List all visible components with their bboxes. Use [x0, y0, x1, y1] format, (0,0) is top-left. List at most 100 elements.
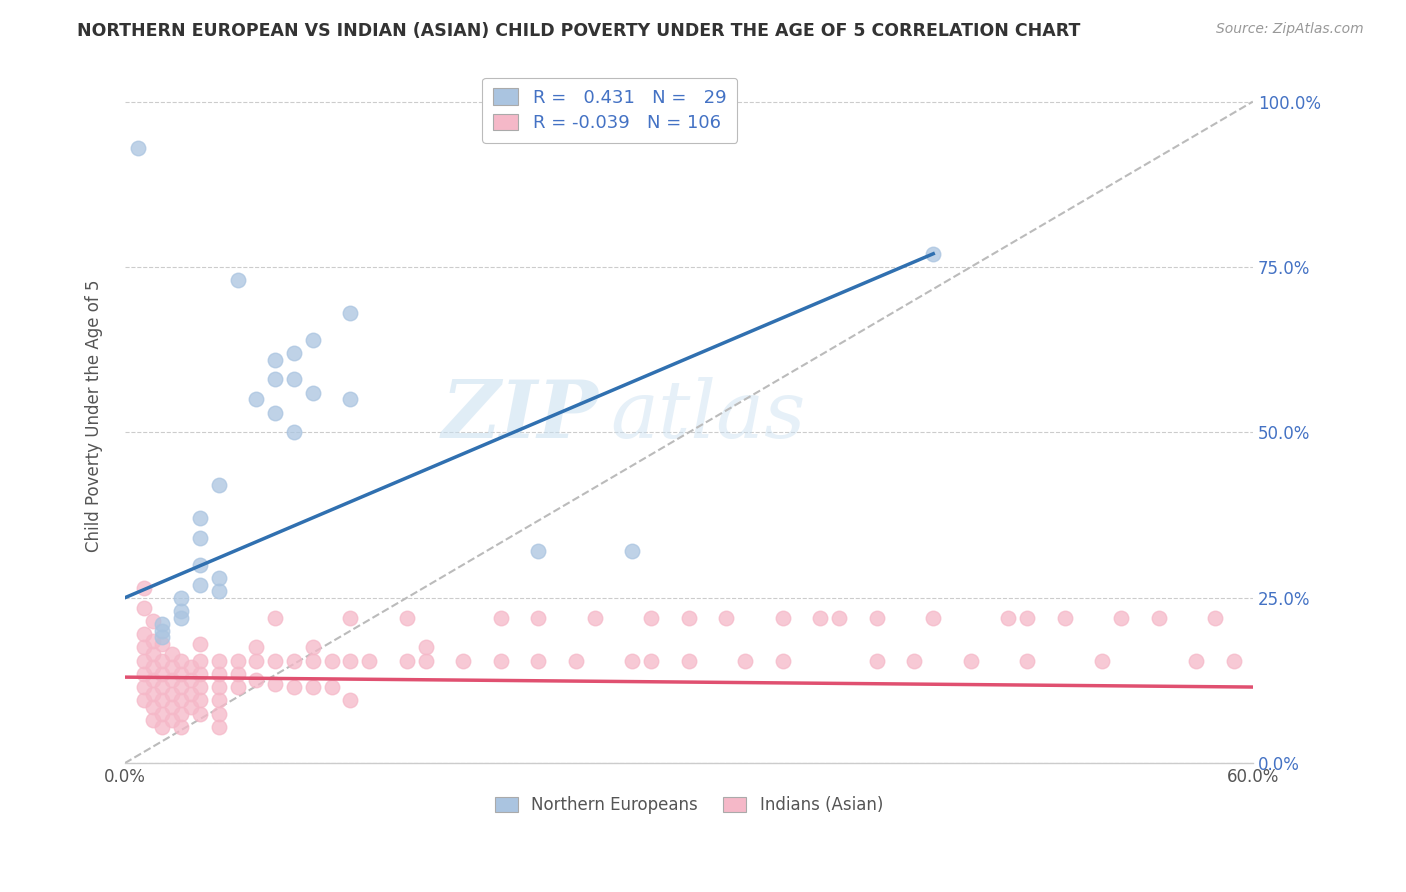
Point — [152, 680, 174, 694]
Point — [1017, 610, 1039, 624]
Point — [160, 713, 183, 727]
Point — [142, 647, 165, 661]
Point — [152, 624, 174, 638]
Point — [321, 680, 343, 694]
Point — [142, 660, 165, 674]
Point — [132, 581, 155, 595]
Point — [208, 720, 231, 734]
Point — [170, 591, 193, 605]
Point — [188, 666, 211, 681]
Point — [152, 693, 174, 707]
Point — [264, 405, 287, 419]
Point — [208, 706, 231, 721]
Point — [1017, 654, 1039, 668]
Point — [395, 610, 418, 624]
Point — [170, 706, 193, 721]
Point — [283, 346, 305, 360]
Point — [734, 654, 756, 668]
Point — [828, 610, 851, 624]
Point — [152, 720, 174, 734]
Point — [180, 673, 202, 688]
Point — [160, 647, 183, 661]
Point — [208, 693, 231, 707]
Point — [810, 610, 832, 624]
Text: atlas: atlas — [610, 377, 806, 455]
Point — [188, 511, 211, 525]
Point — [283, 654, 305, 668]
Point — [903, 654, 925, 668]
Point — [152, 637, 174, 651]
Point — [170, 654, 193, 668]
Point — [132, 640, 155, 655]
Point — [180, 699, 202, 714]
Text: NORTHERN EUROPEAN VS INDIAN (ASIAN) CHILD POVERTY UNDER THE AGE OF 5 CORRELATION: NORTHERN EUROPEAN VS INDIAN (ASIAN) CHIL… — [77, 22, 1081, 40]
Point — [245, 392, 267, 407]
Text: ZIP: ZIP — [441, 377, 599, 455]
Legend: Northern Europeans, Indians (Asian): Northern Europeans, Indians (Asian) — [485, 786, 893, 824]
Point — [170, 693, 193, 707]
Point — [283, 372, 305, 386]
Point — [527, 610, 550, 624]
Point — [451, 654, 474, 668]
Point — [922, 610, 945, 624]
Point — [188, 637, 211, 651]
Point — [188, 558, 211, 572]
Point — [866, 610, 889, 624]
Point — [489, 610, 512, 624]
Point — [142, 673, 165, 688]
Point — [142, 614, 165, 628]
Point — [301, 333, 323, 347]
Point — [226, 666, 249, 681]
Point — [264, 352, 287, 367]
Point — [188, 531, 211, 545]
Point — [142, 713, 165, 727]
Point — [188, 693, 211, 707]
Point — [339, 693, 361, 707]
Point — [132, 600, 155, 615]
Point — [339, 654, 361, 668]
Point — [301, 654, 323, 668]
Point — [208, 666, 231, 681]
Point — [160, 699, 183, 714]
Point — [188, 706, 211, 721]
Point — [142, 633, 165, 648]
Y-axis label: Child Poverty Under the Age of 5: Child Poverty Under the Age of 5 — [86, 279, 103, 552]
Point — [132, 680, 155, 694]
Point — [415, 654, 437, 668]
Point — [170, 680, 193, 694]
Point — [208, 571, 231, 585]
Point — [208, 584, 231, 599]
Point — [180, 660, 202, 674]
Point — [1147, 610, 1170, 624]
Point — [640, 610, 662, 624]
Point — [264, 654, 287, 668]
Point — [640, 654, 662, 668]
Point — [301, 385, 323, 400]
Point — [997, 610, 1019, 624]
Point — [142, 699, 165, 714]
Point — [1109, 610, 1132, 624]
Point — [188, 654, 211, 668]
Point — [321, 654, 343, 668]
Point — [152, 706, 174, 721]
Point — [1053, 610, 1076, 624]
Point — [621, 654, 644, 668]
Text: Source: ZipAtlas.com: Source: ZipAtlas.com — [1216, 22, 1364, 37]
Point — [583, 610, 606, 624]
Point — [489, 654, 512, 668]
Point — [226, 273, 249, 287]
Point — [152, 666, 174, 681]
Point — [866, 654, 889, 668]
Point — [264, 610, 287, 624]
Point — [772, 610, 794, 624]
Point — [565, 654, 588, 668]
Point — [1204, 610, 1226, 624]
Point — [170, 610, 193, 624]
Point — [1185, 654, 1208, 668]
Point — [772, 654, 794, 668]
Point — [170, 666, 193, 681]
Point — [283, 425, 305, 440]
Point — [160, 660, 183, 674]
Point — [208, 478, 231, 492]
Point — [132, 693, 155, 707]
